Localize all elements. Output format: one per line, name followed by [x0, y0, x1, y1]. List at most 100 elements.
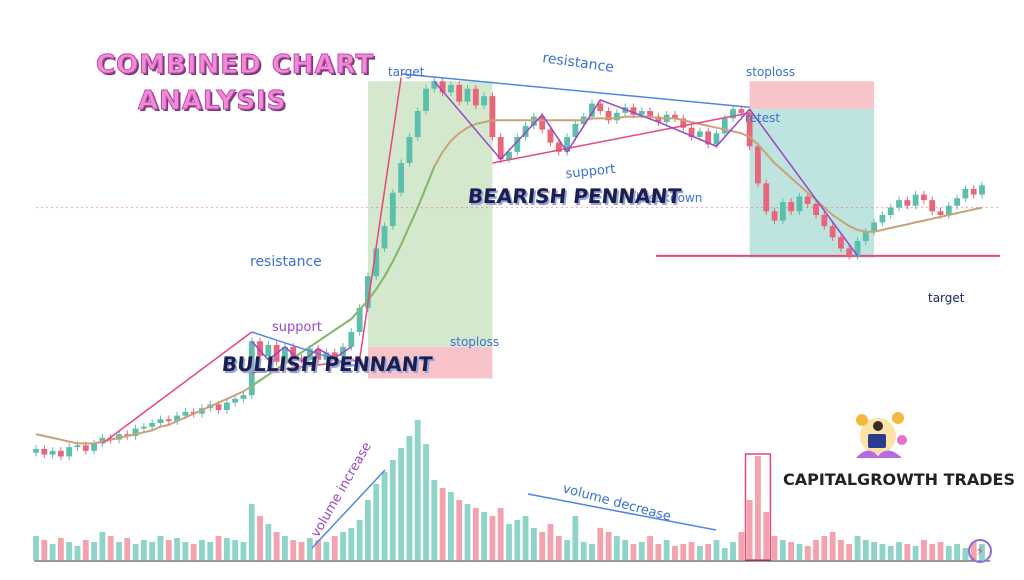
candle-body — [165, 419, 172, 422]
volume-bar — [472, 508, 479, 560]
candle-body — [564, 137, 570, 152]
breakdown-volume-highlight — [744, 453, 772, 561]
bearish-support-line — [492, 112, 750, 164]
candle-body — [149, 423, 156, 427]
volume-bar — [481, 512, 488, 560]
candle-body — [705, 131, 712, 145]
volume-bar — [199, 540, 205, 560]
volume-bar — [945, 546, 952, 560]
candle-body — [33, 449, 39, 453]
volume-bar — [514, 520, 521, 560]
candle-body — [921, 194, 927, 201]
volume-bar — [348, 528, 355, 560]
candle-body — [82, 445, 89, 451]
candle-body — [730, 109, 736, 119]
candle-body — [132, 428, 139, 436]
candle-body — [896, 200, 902, 208]
volume-bar — [846, 544, 853, 560]
candle-body — [813, 203, 819, 215]
candle-body — [763, 183, 770, 212]
breakdown-line — [749, 108, 859, 257]
candle-body — [630, 107, 637, 115]
candle-body — [647, 111, 653, 117]
candle-body — [340, 346, 346, 357]
volume-bar — [779, 540, 786, 560]
candle-body — [91, 443, 97, 451]
candle-body — [746, 112, 753, 147]
candle-body — [356, 307, 363, 332]
candle-body — [696, 131, 703, 137]
candle-body — [638, 111, 645, 115]
candle-body — [215, 404, 222, 410]
volume-bar — [871, 542, 878, 560]
volume-layer — [33, 420, 990, 562]
volume-bar — [771, 536, 778, 560]
volume-bar — [290, 540, 297, 560]
candle-body — [788, 202, 795, 212]
candle-body — [398, 163, 405, 193]
candle-body — [49, 450, 56, 455]
volume-bar — [464, 504, 471, 560]
volume-bar — [49, 544, 56, 560]
candle-body — [555, 142, 562, 152]
volume-bar — [373, 484, 380, 560]
volume-bar — [323, 542, 330, 560]
candle-body — [713, 133, 720, 145]
volume-bar — [547, 524, 554, 560]
chart-title-line1: COMBINED CHART — [95, 50, 375, 81]
candle-body — [954, 198, 961, 206]
volume-bar — [356, 520, 363, 560]
volume-bar — [721, 548, 728, 560]
bullish-support-line — [251, 359, 360, 374]
bullish-zigzag — [251, 340, 352, 363]
candle-body — [41, 449, 48, 455]
volume-bar — [829, 532, 836, 560]
volume-bar — [456, 500, 463, 560]
bullish-pennant-label: BULLISH PENNANT — [220, 352, 434, 376]
volume-bar — [174, 538, 180, 560]
candle-body — [796, 196, 803, 212]
candle-body — [232, 398, 239, 403]
volume-bar — [680, 544, 687, 560]
candle-body — [464, 88, 471, 102]
volume-bar — [82, 540, 89, 560]
annotation-label: breakdown — [636, 191, 702, 205]
volume-bar — [132, 544, 139, 560]
volume-bar — [580, 542, 587, 560]
breakout-line — [358, 77, 402, 360]
candle-body — [829, 226, 836, 238]
candle-body — [572, 124, 579, 137]
candle-body — [887, 207, 894, 215]
candle-body — [182, 411, 189, 416]
volume-bar — [663, 540, 670, 560]
volume-bar — [622, 540, 629, 560]
candle-body — [945, 205, 952, 215]
candle-body — [589, 103, 595, 117]
bearish-target-zone — [749, 109, 875, 258]
candle-body — [290, 346, 297, 358]
volume-bar — [489, 516, 496, 560]
volume-bar — [705, 544, 712, 560]
bearish-stoploss-zone — [749, 81, 875, 110]
candle-body — [846, 248, 853, 256]
volume-bar — [929, 544, 936, 560]
candle-body — [389, 192, 396, 227]
candle-body — [282, 346, 288, 362]
volume-bar — [821, 536, 828, 560]
candle-body — [298, 358, 305, 360]
candle-body — [522, 125, 529, 137]
volume-bar — [647, 536, 653, 560]
volume-bar — [921, 540, 927, 560]
volume-bar — [248, 504, 255, 560]
volume-bar — [589, 544, 595, 560]
volume-bar — [613, 536, 620, 560]
pattern-lines-layer — [101, 73, 859, 549]
annotation-label: stoploss — [450, 335, 499, 349]
candle-body — [547, 129, 554, 143]
candle-body — [439, 81, 446, 93]
volume-bar — [282, 536, 288, 560]
volume-bar — [389, 460, 396, 560]
candle-body — [755, 146, 761, 184]
volume-bar — [838, 540, 844, 560]
